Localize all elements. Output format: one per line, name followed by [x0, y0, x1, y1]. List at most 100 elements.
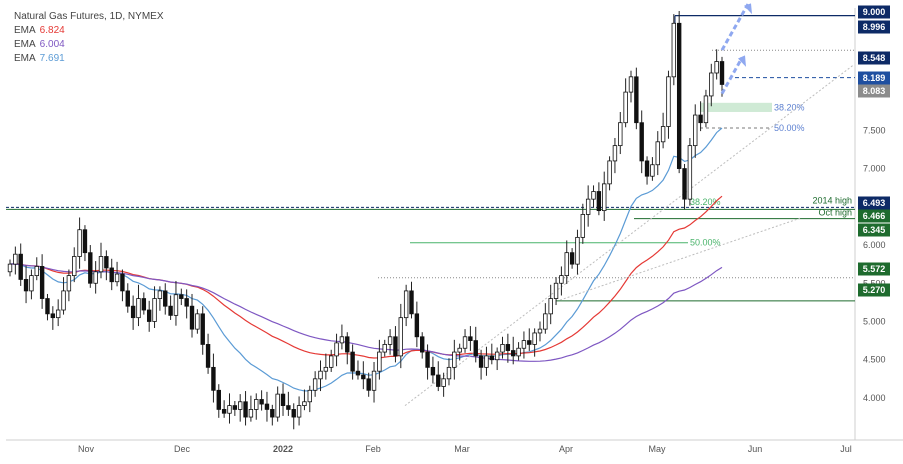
- projection-arrow: [720, 56, 744, 95]
- candle-body: [286, 405, 291, 410]
- candle-body: [39, 266, 45, 299]
- candle-body: [109, 267, 114, 283]
- ema-20-line: [9, 127, 723, 392]
- price-badge: [858, 84, 890, 98]
- candle-body: [414, 313, 420, 338]
- y-tick-label: 5.000: [863, 316, 886, 326]
- candle-body: [703, 95, 709, 124]
- price-badge-label: 6.466: [863, 211, 886, 221]
- candle-body: [146, 309, 152, 322]
- candle-body: [205, 344, 211, 368]
- ema-legend-row: EMA 7.691: [14, 52, 164, 66]
- ema-label: EMA: [14, 25, 36, 36]
- price-badge-label: 6.493: [863, 198, 886, 208]
- x-tick-label: Apr: [559, 444, 573, 454]
- candle-body: [45, 298, 50, 315]
- candle-body: [430, 366, 436, 376]
- candle-body: [18, 253, 23, 280]
- x-tick-label: Feb: [365, 444, 381, 454]
- candle-body: [714, 61, 719, 74]
- candles: [7, 11, 725, 430]
- candle-body: [650, 164, 655, 177]
- candle-body: [468, 336, 473, 342]
- candle-body: [537, 328, 543, 334]
- price-badge-label: 5.270: [863, 285, 886, 295]
- candle-body: [420, 336, 425, 353]
- x-tick-label: Nov: [78, 444, 95, 454]
- candle-body: [307, 389, 312, 403]
- price-badge: [858, 196, 890, 210]
- candle-body: [382, 344, 387, 353]
- candle-body: [548, 298, 553, 315]
- fib-label: 38.20%: [774, 102, 805, 112]
- projection-arrows: [720, 3, 752, 95]
- level-annotation: 2014 high: [812, 195, 852, 205]
- candle-body: [639, 122, 644, 162]
- candle-body: [387, 336, 393, 345]
- candle-body: [355, 370, 361, 376]
- candle-body: [195, 313, 200, 330]
- candle-body: [61, 290, 66, 311]
- price-badge: [858, 71, 890, 85]
- candle-body: [585, 198, 591, 215]
- ema-value: 7.691: [39, 53, 65, 64]
- trend-line: [404, 64, 854, 406]
- candle-body: [296, 405, 302, 418]
- chart-title: Natural Gas Futures, 1D, NYMEX: [14, 11, 164, 22]
- candle-body: [157, 290, 163, 299]
- candle-body: [163, 290, 168, 307]
- candle-body: [628, 76, 634, 93]
- candle-body: [553, 282, 559, 299]
- candle-body: [623, 91, 628, 124]
- candle-body: [34, 266, 39, 277]
- candle-body: [152, 298, 157, 322]
- candle-body: [377, 351, 382, 372]
- price-badge-label: 8.083: [863, 86, 886, 96]
- projection-arrowhead: [744, 3, 752, 15]
- candle-body: [559, 275, 564, 284]
- level-annotation: Oct high: [818, 208, 852, 218]
- candle-body: [120, 273, 125, 292]
- ema-50-line: [9, 195, 723, 359]
- candle-body: [136, 298, 141, 319]
- fib-label: 38.20%: [690, 197, 721, 207]
- candle-body: [602, 183, 607, 212]
- price-badge: [858, 262, 890, 276]
- ema-value: 6.004: [39, 39, 65, 50]
- price-badge: [858, 20, 890, 34]
- y-tick-label: 7.500: [863, 125, 886, 135]
- candle-body: [237, 401, 243, 410]
- candle-body: [425, 351, 430, 368]
- x-tick-label: 2022: [273, 444, 293, 454]
- y-tick-label: 4.000: [863, 393, 886, 403]
- candle-body: [66, 275, 72, 292]
- trend-line: [559, 217, 801, 301]
- projection-arrowhead: [738, 55, 746, 67]
- candle-body: [184, 298, 189, 307]
- y-tick-label: 5.500: [863, 278, 886, 288]
- price-badge: [858, 51, 890, 65]
- candle-body: [436, 374, 441, 387]
- candle-body: [173, 294, 179, 316]
- ema-legend-row: EMA 6.824: [14, 24, 164, 38]
- candle-body: [248, 409, 254, 418]
- candle-body: [200, 313, 205, 345]
- candle-body: [644, 160, 650, 177]
- ema-legend-row: EMA 6.004: [14, 38, 164, 52]
- candle-body: [13, 253, 18, 265]
- candle-body: [125, 290, 130, 307]
- candle-body: [50, 313, 56, 319]
- price-badge-label: 6.345: [863, 225, 886, 235]
- candle-body: [403, 290, 409, 319]
- candle-body: [655, 141, 660, 166]
- candle-body: [334, 342, 339, 357]
- fib-label: 50.00%: [774, 123, 805, 133]
- candle-body: [270, 409, 275, 418]
- candle-body: [719, 61, 725, 85]
- candle-body: [634, 76, 639, 124]
- candle-body: [345, 336, 350, 353]
- ema-label: EMA: [14, 53, 36, 64]
- candle-body: [462, 336, 468, 349]
- candle-body: [511, 350, 516, 357]
- candle-body: [227, 405, 232, 414]
